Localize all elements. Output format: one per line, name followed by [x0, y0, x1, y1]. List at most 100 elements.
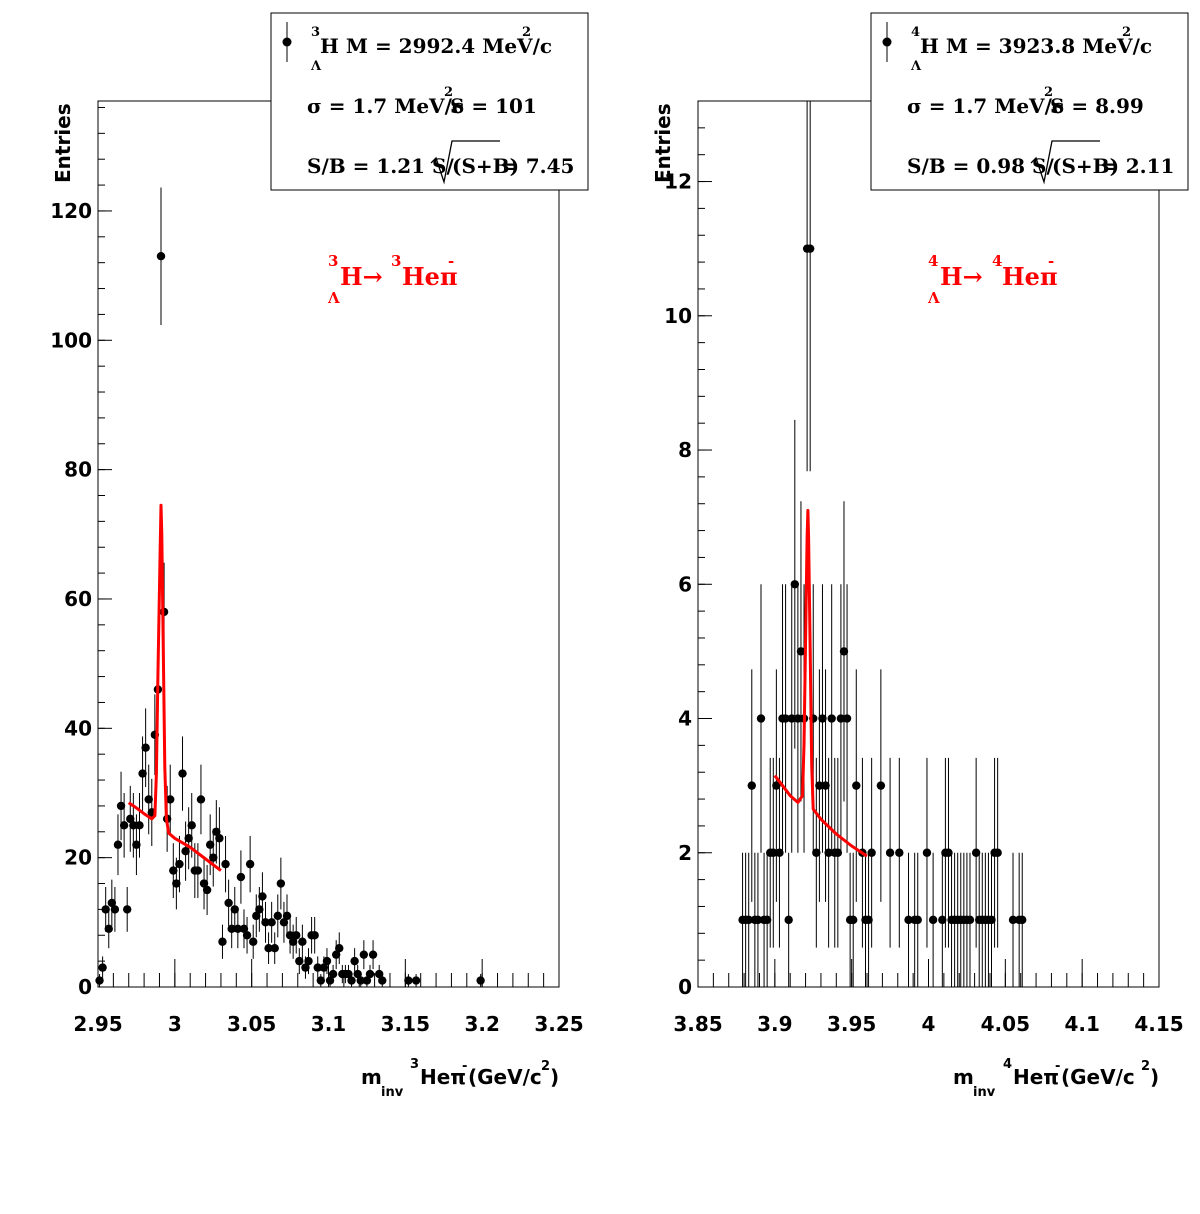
y-tick-labels: 0 2 4 6 8 10 12 — [664, 170, 692, 999]
data-point — [356, 976, 365, 985]
data-point — [895, 848, 904, 857]
x-tick-label: 4.1 — [1064, 1012, 1099, 1036]
legend-sub: Λ — [910, 59, 922, 74]
data-point — [344, 969, 353, 979]
data-point — [1008, 915, 1018, 925]
data-point — [218, 937, 227, 946]
data-point — [141, 743, 150, 752]
data-point — [842, 714, 852, 723]
data-point — [818, 714, 827, 723]
data-point — [110, 905, 120, 914]
data-point — [236, 872, 246, 882]
data-point — [166, 795, 175, 804]
data-point — [98, 963, 107, 972]
legend-frame — [270, 12, 589, 191]
x-label-nucleus: Heπ — [1013, 1065, 1059, 1089]
annotation-daughters: Heπ — [1002, 262, 1058, 291]
x-tick-label: 3.05 — [227, 1012, 276, 1036]
x-tick-label: 3.25 — [534, 1012, 583, 1036]
y-axis-label: Entries — [651, 103, 675, 183]
data-point — [116, 801, 126, 811]
data-point — [335, 943, 344, 953]
data-point — [839, 647, 849, 656]
data-point — [922, 848, 932, 857]
data-point — [867, 848, 876, 857]
plot-frame — [97, 100, 560, 988]
data-points — [738, 101, 1027, 987]
data-point — [258, 892, 267, 901]
x-tick-label: 3.95 — [827, 1012, 876, 1036]
data-point — [288, 937, 298, 946]
data-point — [812, 848, 821, 857]
data-point — [876, 781, 886, 790]
data-point — [965, 915, 975, 925]
data-point — [775, 848, 784, 857]
data-point — [298, 937, 307, 946]
x-tick-labels: 2.95 3 3.05 3.1 3.15 3.2 3.25 — [73, 1012, 583, 1036]
data-point — [239, 924, 249, 933]
legend-sigma-exp: 2 — [444, 85, 453, 100]
data-point — [267, 918, 276, 927]
data-point — [215, 834, 224, 843]
x-label-prefix: m — [361, 1065, 382, 1089]
data-point — [282, 911, 292, 921]
annotation-sub: Λ — [327, 289, 340, 307]
y-tick-label: 60 — [64, 587, 92, 611]
x-label-unit: (GeV/c — [468, 1065, 542, 1089]
data-point — [113, 840, 123, 849]
x-label-sub: inv — [973, 1085, 996, 1100]
x-label-prefix: m — [953, 1065, 974, 1089]
data-point — [205, 840, 215, 849]
x-axis-label: m inv 3 Heπ - (GeV/c 2 ) — [361, 1057, 559, 1100]
data-point — [796, 647, 806, 656]
data-point — [904, 915, 913, 925]
y-tick-label: 10 — [664, 304, 692, 328]
right-panel: 3.85 3.9 3.95 4 4.05 4.1 4.15 0 2 4 6 8 10 12 Entrie… — [651, 12, 1189, 1100]
x-tick-label: 2.95 — [73, 1012, 122, 1036]
x-tick-label: 4.15 — [1134, 1012, 1183, 1036]
data-point — [304, 956, 313, 966]
x-tick-label: 3.15 — [381, 1012, 430, 1036]
data-point — [193, 866, 203, 875]
data-point — [252, 911, 261, 921]
data-point — [328, 969, 338, 979]
annotation-iso-b: 4 — [992, 252, 1002, 270]
x-tick-label: 4.05 — [981, 1012, 1030, 1036]
y-axis-label: Entries — [51, 103, 75, 183]
data-point — [350, 956, 359, 966]
data-point — [270, 943, 279, 953]
sqrt-sign — [1030, 140, 1100, 185]
data-point — [790, 580, 800, 589]
legend-significance: = 2.11 — [1102, 154, 1174, 178]
x-tick-labels: 3.85 3.9 3.95 4 4.05 4.1 4.15 — [673, 1012, 1183, 1036]
data-point — [264, 943, 273, 953]
data-point — [404, 976, 413, 985]
y-tick-label: 0 — [678, 975, 692, 999]
data-point — [849, 915, 858, 925]
x-label-iso: 4 — [1003, 1057, 1012, 1072]
annotation-charge: - — [1048, 252, 1054, 270]
legend-marker — [882, 37, 892, 47]
annotation-charge: - — [448, 252, 454, 270]
data-point — [301, 963, 310, 972]
data-point — [987, 915, 996, 925]
data-point — [781, 714, 790, 723]
annotation-iso-a: 3 — [328, 252, 338, 270]
y-tick-label: 0 — [78, 975, 92, 999]
data-point — [375, 969, 384, 979]
decay-annotation: 4 Λ H→ 4 Heπ - — [927, 252, 1058, 307]
x-label-iso: 3 — [410, 1057, 419, 1072]
data-point — [359, 950, 369, 959]
data-point — [322, 956, 332, 966]
legend-radicand: (S+B) — [1052, 154, 1119, 178]
y-tick-label: 120 — [50, 199, 92, 223]
data-point — [864, 915, 873, 925]
legend-marker — [282, 37, 292, 47]
sqrt-sign — [430, 140, 500, 185]
annotation-iso-b: 3 — [391, 252, 401, 270]
data-point — [122, 905, 132, 914]
x-label-unit: (GeV/c — [1061, 1065, 1135, 1089]
data-point — [255, 905, 264, 914]
data-point — [245, 859, 255, 869]
